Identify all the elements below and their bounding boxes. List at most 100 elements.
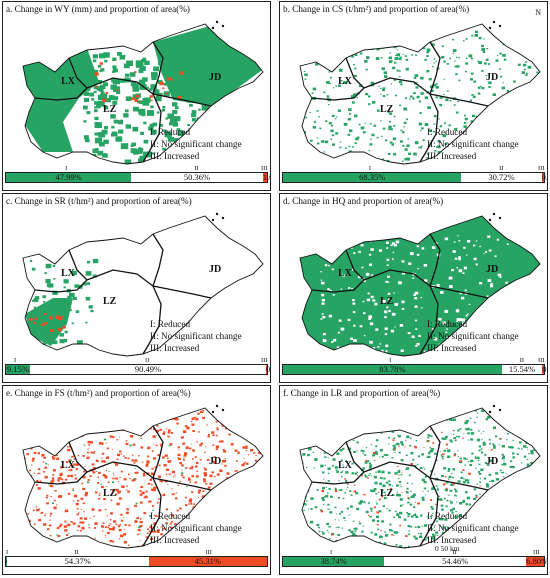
roman-marker-iii: III [538, 357, 545, 364]
region-label-jd: JD [209, 72, 222, 83]
map-panel-6: f. Change in LR and proportion of area(%… [279, 385, 548, 575]
roman-marker-iii: III [538, 165, 545, 172]
legend-item-ii: II: No significant change [427, 331, 519, 341]
map-graphic [299, 20, 541, 165]
region-label-jd: JD [486, 456, 499, 467]
legend-item-i: I: Reduced [427, 319, 468, 329]
proportion-label: 83.78% [379, 364, 406, 374]
region-label-lx: LX [338, 460, 352, 471]
panel-title: e. Change in FS (t/hm²) and proportion o… [6, 388, 191, 398]
region-label-lz: LZ [380, 104, 394, 115]
region-label-jd: JD [209, 456, 222, 467]
legend-item-iii: III: Increased [150, 535, 200, 545]
region-label-lx: LX [338, 76, 352, 87]
panel-title: c. Change in SR (t/hm²) and proportion o… [6, 196, 192, 206]
proportion-segment-i: 83.78% [283, 365, 502, 374]
legend: I: Reduced II: No significant change III: … [150, 318, 242, 354]
proportion-segment-ii: 30.72% [461, 173, 542, 182]
proportion-label: 1.65% [262, 172, 270, 182]
roman-marker-i: I [65, 165, 68, 172]
map-graphic [22, 212, 264, 357]
region-label-lz: LZ [380, 296, 394, 307]
proportion-bar: 68.35% 30.72% 0.93% [282, 172, 547, 183]
roman-marker-iii: III [205, 549, 212, 556]
legend-item-i: I: Reduced [427, 511, 468, 521]
proportion-segment-iii: 0.93% [541, 173, 547, 182]
proportion-segment-ii: 54.46% [384, 556, 527, 566]
proportion-label: 45.31% [194, 556, 221, 566]
proportion-segment-iii: 1.65% [262, 173, 270, 182]
roman-marker-i: I [389, 357, 392, 364]
proportion-bar: 47.99% 50.36% 1.65% [5, 172, 270, 183]
proportion-label: 0.36% [266, 364, 271, 374]
region-label-jd: JD [486, 72, 499, 83]
proportion-label: 15.54% [508, 364, 536, 374]
legend: I: Reduced II: No significant change III: … [427, 510, 519, 546]
proportion-bar: 83.78% 15.54% 0.68% [282, 364, 547, 375]
region-label-lx: LX [61, 268, 75, 279]
roman-marker-ii: II [145, 357, 150, 364]
legend-item-ii: II: No significant change [427, 523, 519, 533]
roman-marker-ii: II [74, 549, 79, 556]
proportion-segment-i: 68.35% [283, 172, 462, 182]
proportion-segment-ii: 54.37% [6, 556, 149, 566]
legend: I: Reduced II: No significant change III: … [150, 510, 242, 546]
roman-marker-ii: II [499, 165, 504, 172]
legend-item-i: I: Reduced [427, 127, 468, 137]
roman-marker-ii: II [194, 165, 199, 172]
roman-marker-i: I [329, 549, 333, 556]
roman-marker-i: I [14, 357, 17, 364]
legend-item-iii: III: Increased [427, 343, 477, 353]
map-graphic [22, 20, 264, 165]
map-panel-5: e. Change in FS (t/hm²) and proportion o… [2, 385, 271, 575]
north-arrow-icon: N [535, 8, 541, 17]
legend-item-i: I: Reduced [150, 511, 191, 521]
region-label-lx: LX [338, 268, 352, 279]
region-label-lz: LZ [103, 488, 117, 499]
proportion-segment-iii: 0.36% [266, 365, 270, 374]
proportion-label: 6.80% [526, 556, 548, 566]
region-label-jd: JD [486, 264, 499, 275]
map-graphic [299, 404, 541, 549]
proportion-label: 9.15% [6, 364, 29, 374]
legend-item-ii: II: No significant change [150, 331, 242, 341]
proportion-bar: 9.15% 90.49% 0.36% [5, 364, 270, 375]
proportion-label: 54.46% [442, 556, 469, 566]
map-panel-2: b. Change in CS (t/hm²) and proportion o… [279, 1, 548, 191]
panel-title: f. Change in LR and proportion of area(%… [283, 388, 441, 398]
legend-item-i: I: Reduced [150, 127, 191, 137]
proportion-segment-i: 38.74% [283, 556, 385, 566]
legend-item-ii: II: No significant change [427, 139, 519, 149]
proportion-label: 0.93% [541, 172, 548, 182]
proportion-segment-iii: 0.68% [542, 365, 547, 374]
legend: I: Reduced II: No significant change III: … [150, 126, 242, 162]
proportion-label: 68.35% [359, 172, 386, 182]
map-panel-3: c. Change in SR (t/hm²) and proportion o… [2, 193, 271, 383]
region-label-lz: LZ [380, 488, 394, 499]
map-graphic [22, 404, 264, 549]
legend-item-iii: III: Increased [150, 151, 200, 161]
proportion-label: 0.68% [542, 364, 548, 374]
region-label-lx: LX [61, 460, 75, 471]
proportion-label: 38.74% [320, 556, 347, 566]
panel-title: b. Change in CS (t/hm²) and proportion o… [283, 4, 470, 14]
proportion-segment-i: 47.99% [6, 173, 132, 182]
proportion-label: 54.37% [64, 556, 91, 566]
legend-item-iii: III: Increased [427, 535, 477, 545]
legend-item-ii: II: No significant change [150, 139, 242, 149]
legend-item-iii: III: Increased [150, 343, 200, 353]
roman-marker-i: I [6, 549, 9, 556]
proportion-segment-ii: 50.36% [131, 173, 263, 182]
scale-bar: 0 50 km [435, 544, 460, 553]
roman-marker-ii: II [452, 549, 457, 556]
proportion-label: 90.49% [134, 364, 162, 374]
roman-marker-iii: III [261, 165, 268, 172]
map-panel-4: d. Change in HQ and proportion of area(%… [279, 193, 548, 383]
proportion-segment-iii: 45.31% [148, 556, 267, 566]
proportion-bar: 0.32%54.37%45.31% [5, 556, 268, 567]
legend-item-ii: II: No significant change [150, 523, 242, 533]
legend-item-i: I: Reduced [150, 319, 191, 329]
panel-title: a. Change in WY (mm) and proportion of a… [6, 4, 190, 14]
roman-marker-iii: III [533, 549, 540, 556]
panel-title: d. Change in HQ and proportion of area(%… [283, 196, 444, 206]
